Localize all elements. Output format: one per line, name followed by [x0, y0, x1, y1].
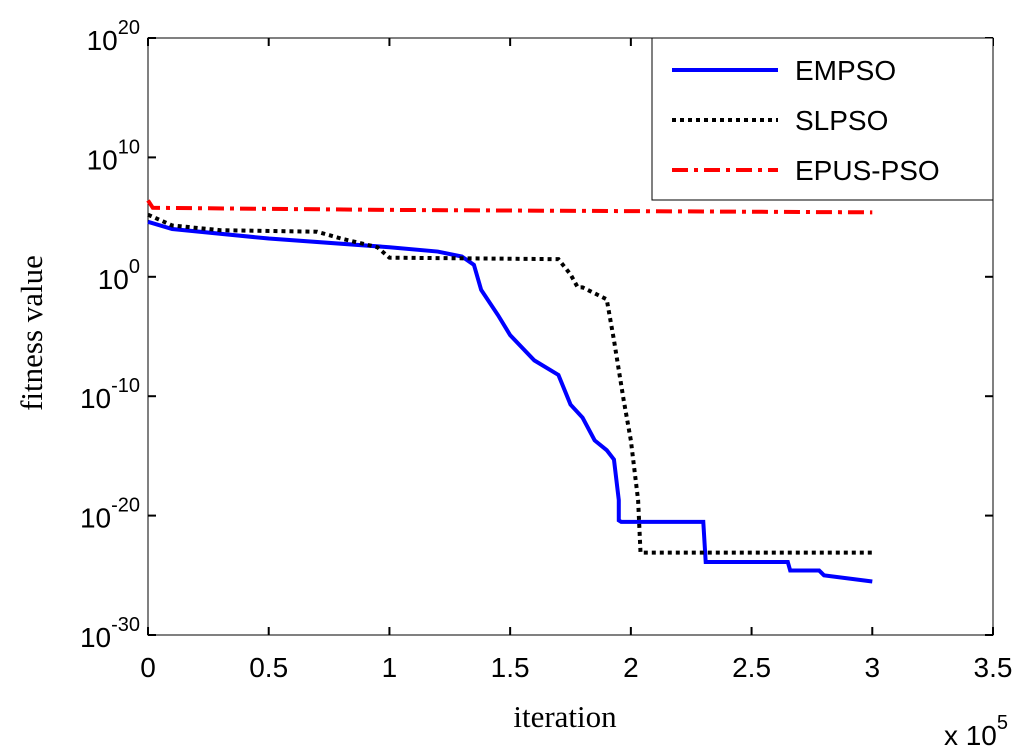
legend-label: SLPSO: [795, 105, 888, 136]
y-tick-label: 1020: [87, 17, 140, 56]
x-tick-label: 0: [140, 652, 156, 683]
x-tick-label: 2.5: [732, 652, 771, 683]
y-axis-label: fitness value: [14, 255, 49, 411]
x-tick-label: 1.5: [491, 652, 530, 683]
series-line: [147, 212, 873, 555]
y-tick-label: 100: [98, 256, 140, 295]
y-tick-label: 10-20: [80, 495, 140, 534]
x-tick-label: 3: [864, 652, 880, 683]
legend-label: EPUS-PSO: [795, 155, 940, 186]
y-tick-label: 10-30: [80, 614, 140, 653]
y-tick-label: 1010: [87, 136, 140, 175]
y-tick-label: 10-10: [80, 375, 140, 414]
x-tick-label: 0.5: [249, 652, 288, 683]
x-multiplier: x 105: [944, 712, 1008, 751]
legend-label: EMPSO: [795, 55, 896, 86]
legend-box: [651, 37, 994, 201]
series-line: [147, 219, 873, 584]
x-axis-label: iteration: [513, 699, 617, 734]
x-tick-label: 1: [382, 652, 398, 683]
x-tick-label: 3.5: [974, 652, 1013, 683]
series-line: [146, 199, 873, 215]
x-tick-label: 2: [623, 652, 639, 683]
